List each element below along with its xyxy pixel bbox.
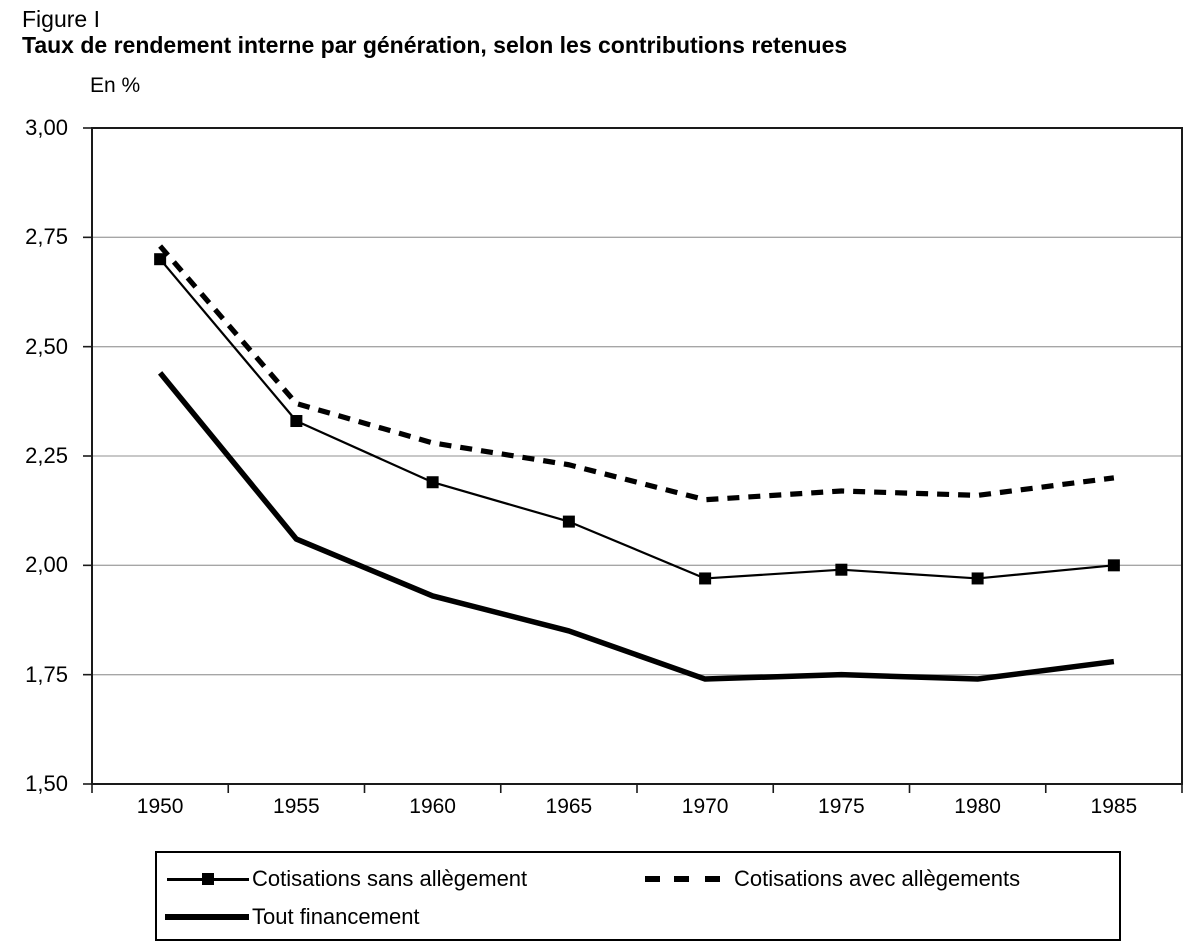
legend: Cotisations sans allègement Cotisations … bbox=[155, 851, 1121, 941]
square-marker-icon bbox=[426, 476, 439, 489]
dash-icon bbox=[645, 876, 660, 882]
legend-label-cotisations-sans-allegement: Cotisations sans allègement bbox=[252, 866, 528, 891]
dash-icon bbox=[674, 876, 689, 882]
x-tick-label: 1970 bbox=[681, 795, 729, 818]
legend-swatch-cotisations-sans-allegement bbox=[167, 873, 249, 885]
y-tick-label: 2,00 bbox=[25, 552, 68, 578]
figure-label: Figure I bbox=[22, 6, 100, 32]
series-cotisations-avec-allegements bbox=[158, 244, 1115, 503]
x-tick-label: 1975 bbox=[818, 795, 865, 818]
x-tick-label: 1955 bbox=[273, 795, 320, 818]
x-tick-label: 1965 bbox=[545, 795, 593, 818]
x-tick-label: 1985 bbox=[1090, 795, 1138, 818]
square-marker-icon bbox=[202, 873, 214, 885]
square-marker-icon bbox=[290, 415, 303, 428]
square-marker-icon bbox=[562, 515, 575, 528]
square-marker-icon bbox=[1107, 559, 1120, 572]
square-marker-icon bbox=[154, 253, 167, 266]
y-axis-unit-label: En % bbox=[90, 74, 141, 97]
y-tick-label: 1,75 bbox=[25, 661, 68, 687]
x-tick-label: 1960 bbox=[409, 795, 456, 818]
legend-label-cotisations-avec-allegements: Cotisations avec allègements bbox=[734, 866, 1021, 891]
square-marker-icon bbox=[835, 563, 848, 576]
series-tout-financement bbox=[157, 371, 1115, 682]
series-cotisations-sans-allegement bbox=[159, 258, 1114, 580]
legend-label-tout-financement: Tout financement bbox=[252, 904, 420, 929]
legend-swatch-cotisations-avec-allegements bbox=[645, 876, 875, 882]
legend-swatch-tout-financement bbox=[165, 914, 249, 920]
x-tick-label: 1980 bbox=[954, 795, 1001, 818]
y-tick-label: 3,00 bbox=[25, 115, 68, 140]
y-tick-label: 2,50 bbox=[25, 333, 68, 359]
square-marker-icon bbox=[699, 572, 712, 585]
dash-icon bbox=[705, 876, 720, 882]
square-marker-icon bbox=[971, 572, 984, 585]
y-tick-label: 2,75 bbox=[25, 224, 68, 250]
y-tick-label: 1,50 bbox=[25, 771, 68, 796]
y-tick-label: 2,25 bbox=[25, 443, 68, 468]
figure-title: Taux de rendement interne par génération… bbox=[22, 32, 848, 58]
x-tick-label: 1950 bbox=[136, 795, 184, 818]
